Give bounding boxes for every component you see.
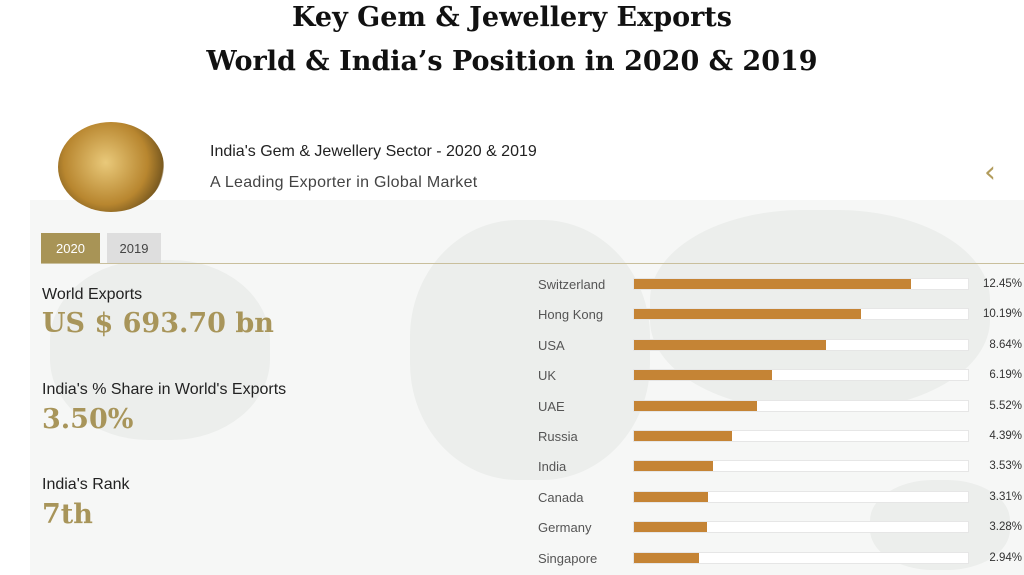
bar-track xyxy=(633,369,969,382)
bar xyxy=(634,431,732,441)
bar xyxy=(634,522,708,533)
category-label: Singapore xyxy=(538,550,598,566)
data-label: 10.19% xyxy=(982,308,1022,321)
bar xyxy=(634,461,713,472)
world-exports-value: US $ 693.70 bn xyxy=(42,308,274,339)
title-line-2: World & India’s Position in 2020 & 2019 xyxy=(206,46,818,77)
bar xyxy=(634,279,912,289)
data-label: 3.53% xyxy=(989,460,1022,473)
bar-track xyxy=(633,521,969,534)
bar xyxy=(634,491,708,502)
category-label: USA xyxy=(538,337,565,353)
jewellery-image xyxy=(58,122,164,212)
bar xyxy=(634,552,700,563)
category-label: UK xyxy=(538,368,557,384)
section-subheading: A Leading Exporter in Global Market xyxy=(210,174,478,191)
india-share-value: 3.50% xyxy=(42,404,134,435)
data-label: 8.64% xyxy=(989,338,1022,351)
title-line-1: Key Gem & Jewellery Exports xyxy=(292,2,732,33)
data-label: 3.31% xyxy=(989,490,1022,503)
tab-2020[interactable]: 2020 xyxy=(41,233,100,263)
data-label: 5.52% xyxy=(989,399,1022,412)
india-rank-label: India's Rank xyxy=(42,476,130,493)
category-label: Russia xyxy=(538,429,578,444)
category-label: Canada xyxy=(538,489,584,505)
divider xyxy=(41,263,1024,264)
tab-2019[interactable]: 2019 xyxy=(107,233,161,263)
category-label: India xyxy=(538,459,567,475)
bar-track xyxy=(633,338,969,351)
bar-track xyxy=(633,430,969,442)
bar xyxy=(634,370,772,381)
bar-track xyxy=(633,490,969,503)
bar xyxy=(634,400,757,411)
bar xyxy=(634,309,861,320)
data-label: 4.39% xyxy=(989,430,1022,442)
category-label: Switzerland xyxy=(538,277,606,292)
data-label: 6.19% xyxy=(989,369,1022,382)
bar-track xyxy=(633,460,969,473)
bar-track xyxy=(633,308,969,321)
data-label: 3.28% xyxy=(989,521,1022,534)
category-label: UAE xyxy=(538,398,565,414)
world-exports-label: World Exports xyxy=(42,286,143,303)
section-heading: India's Gem & Jewellery Sector - 2020 & … xyxy=(210,143,537,160)
category-label: Germany xyxy=(538,520,592,536)
data-label: 12.45% xyxy=(982,278,1022,290)
category-label: Hong Kong xyxy=(538,307,604,323)
chevron-left-icon[interactable]: ‹ xyxy=(984,155,996,190)
bar-track xyxy=(633,399,969,412)
bar xyxy=(634,339,827,350)
bar-track xyxy=(633,551,969,564)
data-label: 2.94% xyxy=(989,551,1022,564)
india-rank-value: 7th xyxy=(42,499,93,530)
bar-track xyxy=(633,278,969,290)
india-share-label: India's % Share in World's Exports xyxy=(42,381,287,398)
